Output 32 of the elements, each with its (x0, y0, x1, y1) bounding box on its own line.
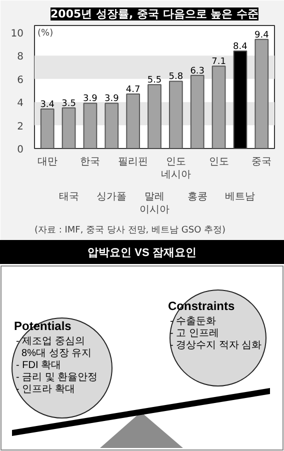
y-tick-label: 2 (17, 121, 24, 132)
y-tick-label: 6 (17, 74, 24, 86)
x-tick-label: 홍콩 (187, 192, 208, 202)
chart-title: 2005년 성장률, 중국 다음으로 높은 수준 (50, 8, 258, 20)
x-tick-label: 인도 네시아 (160, 156, 191, 181)
data-label: 8.4 (233, 42, 248, 52)
data-label: 3.9 (104, 94, 120, 104)
data-label: 3.5 (62, 98, 76, 109)
x-tick-label: 인도 (208, 156, 229, 168)
x-tick-label: 태국 (58, 192, 79, 202)
data-label: 4.7 (126, 84, 140, 95)
data-label: 3.9 (83, 94, 98, 104)
x-tick-label: 대만 (37, 156, 58, 168)
data-label: 7.1 (212, 57, 226, 68)
data-label: 9.4 (254, 30, 270, 40)
y-tick-label: 4 (17, 98, 24, 110)
data-label: 5.8 (168, 72, 184, 82)
text: (자료 : IMF, 중국 당사 전망, 베트남 GSO 추정) (34, 226, 226, 236)
text: 압박요인 VS 잠재요인 (88, 247, 196, 259)
data-label: 6.3 (190, 66, 205, 76)
y-axis-title: (%) (38, 28, 54, 38)
x-tick-label: 베트남 (225, 192, 256, 202)
data-label: 5.5 (147, 76, 162, 86)
x-tick-label: 한국 (80, 156, 100, 168)
x-tick-label: 싱가폴 (96, 192, 127, 202)
x-tick-label: 중국 (252, 156, 272, 168)
y-tick-label: 8 (17, 52, 24, 63)
x-tick-label: 말레 이시아 (140, 192, 170, 216)
x-tick-label: 필리핀 (118, 156, 148, 168)
y-tick-label: 10 (10, 28, 24, 40)
y-tick-label: 0 (17, 144, 24, 156)
data-label: 3.4 (40, 100, 55, 110)
